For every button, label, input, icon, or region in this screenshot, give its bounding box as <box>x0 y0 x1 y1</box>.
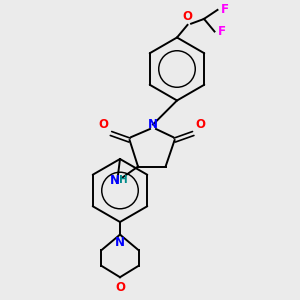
Text: N: N <box>110 173 119 187</box>
Text: F: F <box>220 3 229 16</box>
Text: F: F <box>218 25 226 38</box>
Text: O: O <box>115 281 125 294</box>
Text: O: O <box>182 11 193 23</box>
Text: N: N <box>148 118 158 131</box>
Text: H: H <box>119 175 128 185</box>
Text: N: N <box>115 236 125 249</box>
Text: O: O <box>99 118 109 131</box>
Text: O: O <box>196 118 206 131</box>
